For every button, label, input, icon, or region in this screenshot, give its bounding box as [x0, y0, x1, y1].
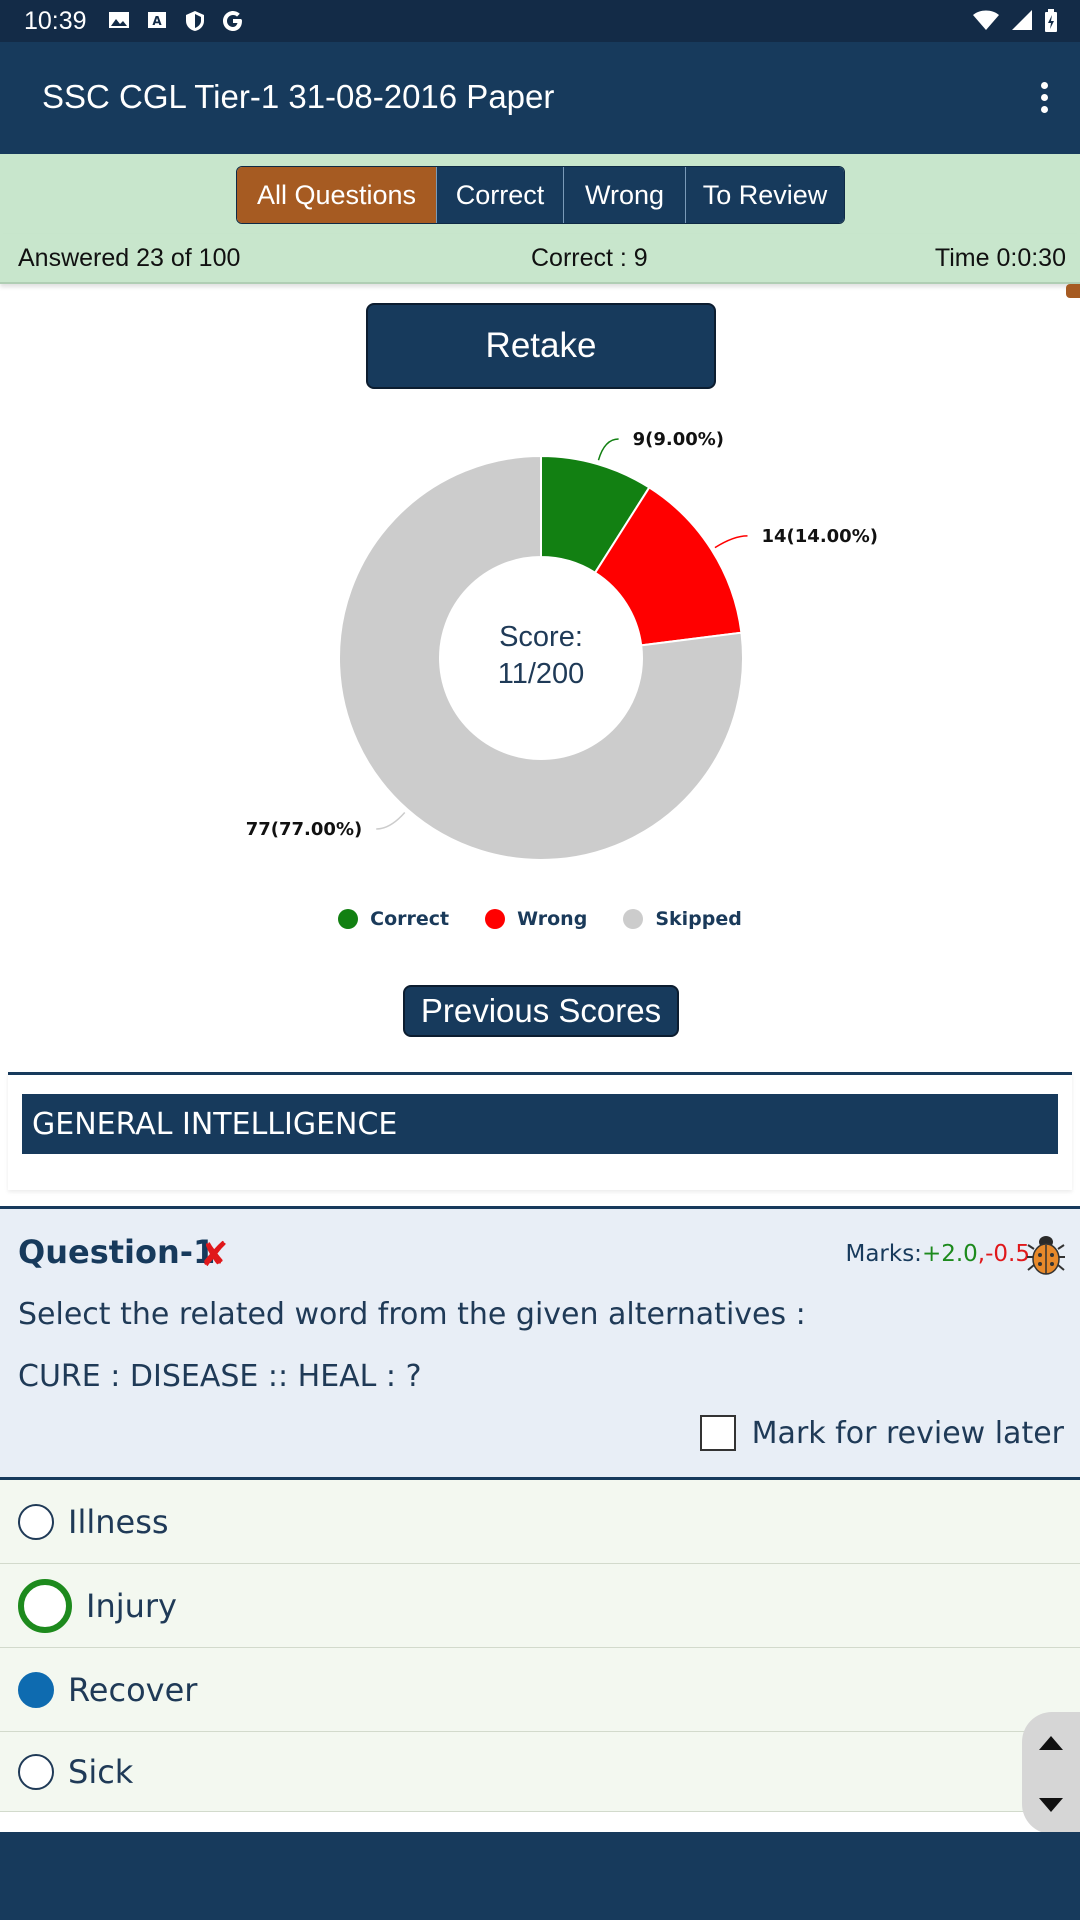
legend-swatch-wrong — [485, 909, 506, 929]
review-checkbox[interactable] — [699, 1415, 736, 1451]
side-drawer-handle[interactable] — [1066, 284, 1080, 298]
slice-wrong[interactable] — [593, 486, 743, 647]
question-card: Question-1 ✘ Marks:+2.0,-0.5 Select the … — [0, 1206, 1080, 1480]
slice-skipped[interactable] — [338, 454, 744, 861]
legend-swatch-skipped — [623, 909, 644, 929]
section-header: GENERAL INTELLIGENCE — [8, 1072, 1072, 1190]
tab-all-questions[interactable]: All Questions — [237, 167, 437, 223]
data-label-wrong: 14(14.00%) — [762, 526, 878, 547]
review-label: Mark for review later — [751, 1415, 1064, 1451]
tab-wrong[interactable]: Wrong — [564, 167, 686, 223]
marks-label: Marks: — [845, 1241, 922, 1267]
scroll-down-icon[interactable] — [1039, 1798, 1063, 1812]
option-label: Illness — [68, 1502, 169, 1541]
status-right-icons — [972, 9, 1058, 37]
answered-count: Answered 23 of 100 — [18, 244, 241, 272]
score-chart: 9(9.00%) 14(14.00%) 77(77.00%) Score: 11/200 — [0, 410, 1080, 970]
app-title: SSC CGL Tier-1 31-08-2016 Paper — [42, 78, 555, 115]
question-analogy: CURE : DISEASE :: HEAL : ? — [18, 1359, 422, 1394]
option-radio-selected[interactable] — [18, 1671, 54, 1708]
svg-text:A: A — [152, 14, 162, 28]
summary-bar: Answered 23 of 100 Correct : 9 Time 0:0:… — [0, 234, 1080, 284]
marks-separator: , — [977, 1241, 986, 1267]
option-radio[interactable] — [18, 1753, 54, 1790]
answer-options: Illness Injury Recover Sick — [0, 1480, 1080, 1812]
image-icon — [108, 10, 132, 32]
option-label: Recover — [68, 1670, 198, 1709]
wifi-icon — [972, 9, 1000, 37]
option-label: Sick — [68, 1752, 134, 1791]
scroll-control[interactable] — [1022, 1712, 1080, 1834]
elapsed-time: Time 0:0:30 — [934, 244, 1066, 272]
signal-icon — [1010, 9, 1034, 37]
question-text: Select the related word from the given a… — [18, 1297, 806, 1332]
filter-tabs: All Questions Correct Wrong To Review — [236, 166, 845, 224]
section-title: GENERAL INTELLIGENCE — [22, 1094, 1058, 1154]
status-time: 10:39 — [24, 7, 87, 35]
marks-positive: +2.0 — [921, 1241, 978, 1267]
legend-label-correct: Correct — [370, 908, 450, 930]
legend-item-wrong[interactable]: Wrong — [485, 908, 587, 930]
score-value: 11/200 — [498, 658, 585, 690]
question-marks: Marks:+2.0,-0.5 — [845, 1241, 1030, 1267]
chart-legend: Correct Wrong Skipped — [0, 908, 1080, 930]
previous-scores-button[interactable]: Previous Scores — [403, 985, 679, 1037]
score-donut: 9(9.00%) 14(14.00%) 77(77.00%) Score: 11/200 — [246, 429, 878, 861]
legend-item-skipped[interactable]: Skipped — [623, 908, 742, 930]
legend-label-skipped: Skipped — [655, 908, 742, 930]
legend-item-correct[interactable]: Correct — [338, 908, 449, 930]
bug-icon[interactable] — [1026, 1233, 1066, 1275]
retake-button[interactable]: Retake — [366, 303, 716, 389]
correct-count: Correct : 9 — [531, 244, 648, 272]
data-label-correct: 9(9.00%) — [633, 429, 724, 450]
leader-line-skipped — [376, 812, 406, 830]
wrong-cross-icon: ✘ — [200, 1235, 229, 1275]
status-bar: 10:39 A — [0, 0, 1080, 42]
tab-correct[interactable]: Correct — [437, 167, 564, 223]
battery-icon — [1044, 9, 1058, 37]
google-icon — [222, 10, 246, 32]
option-label: Injury — [86, 1586, 177, 1625]
legend-label-wrong: Wrong — [517, 908, 588, 930]
bottom-bar — [0, 1832, 1080, 1920]
app-bar: SSC CGL Tier-1 31-08-2016 Paper — [0, 42, 1080, 154]
legend-swatch-correct — [338, 909, 359, 929]
leader-line-correct — [597, 438, 619, 461]
more-vert-icon[interactable] — [1038, 82, 1050, 114]
option-recover[interactable]: Recover — [0, 1648, 1080, 1732]
scroll-up-icon[interactable] — [1039, 1736, 1063, 1750]
option-sick[interactable]: Sick — [0, 1732, 1080, 1812]
option-radio[interactable] — [18, 1503, 54, 1540]
status-left-icons: A — [108, 10, 246, 32]
option-illness[interactable]: Illness — [0, 1480, 1080, 1564]
option-injury[interactable]: Injury — [0, 1564, 1080, 1648]
keyboard-icon: A — [146, 10, 170, 32]
marks-negative: -0.5 — [985, 1241, 1030, 1267]
leader-line-wrong — [714, 535, 748, 549]
score-label: Score: — [499, 621, 583, 653]
tab-to-review[interactable]: To Review — [686, 167, 844, 223]
data-label-skipped: 77(77.00%) — [246, 819, 362, 840]
mark-review[interactable]: Mark for review later — [699, 1415, 1064, 1451]
question-title: Question-1 — [18, 1233, 216, 1271]
option-radio-correct[interactable] — [18, 1578, 72, 1633]
filter-band: All Questions Correct Wrong To Review — [0, 154, 1080, 234]
shield-icon — [184, 10, 208, 32]
